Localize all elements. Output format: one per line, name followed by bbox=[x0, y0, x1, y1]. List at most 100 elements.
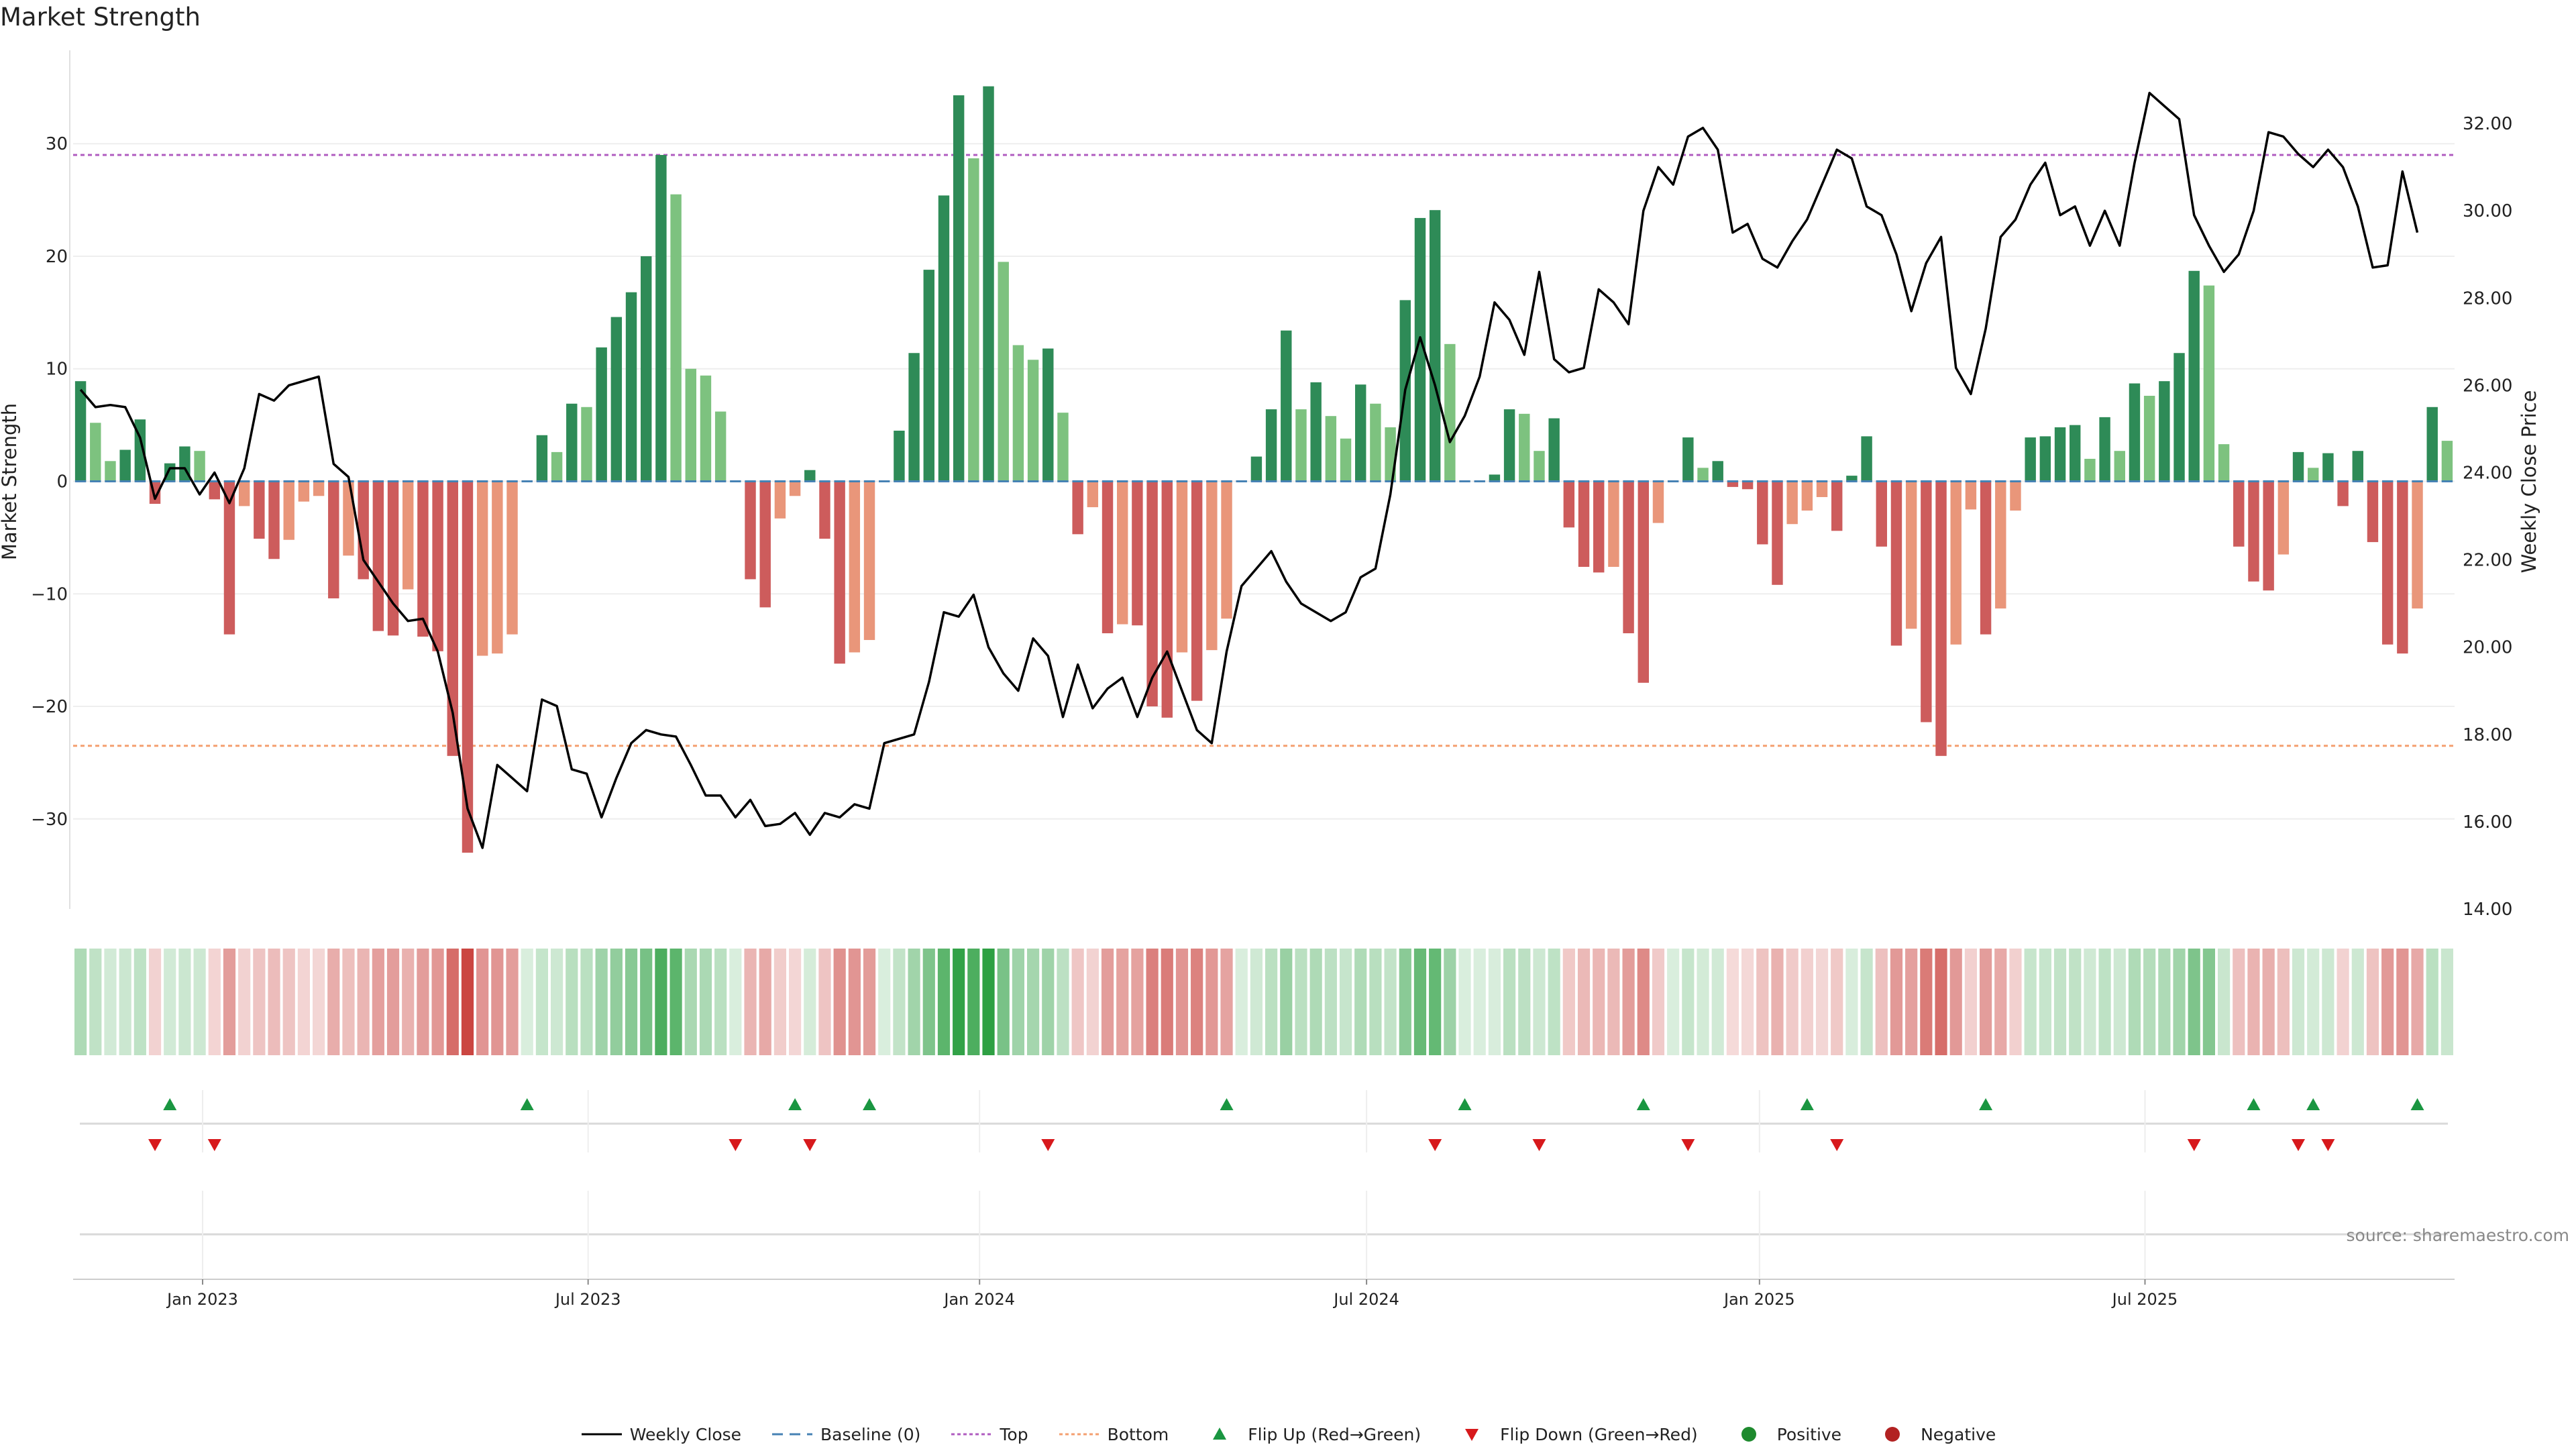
heat-cell bbox=[89, 949, 102, 1055]
heat-cell bbox=[2202, 949, 2216, 1055]
strength-bar bbox=[223, 481, 235, 635]
strength-bar bbox=[700, 375, 712, 482]
heat-cell bbox=[1354, 949, 1367, 1055]
heat-cell bbox=[1012, 949, 1025, 1055]
heat-cell bbox=[1399, 949, 1411, 1055]
heat-cell bbox=[804, 949, 816, 1055]
heat-cell bbox=[2158, 949, 2171, 1055]
heat-cell bbox=[908, 949, 920, 1055]
heat-cell bbox=[1994, 949, 2007, 1055]
heat-cell bbox=[1146, 949, 1159, 1055]
heat-cell bbox=[1116, 949, 1129, 1055]
strength-bar bbox=[1890, 481, 1902, 646]
strength-bar bbox=[685, 368, 696, 482]
heat-cell bbox=[133, 949, 146, 1055]
heat-cell bbox=[386, 949, 400, 1055]
heat-cell bbox=[1756, 949, 1769, 1055]
strength-bar bbox=[372, 481, 384, 631]
strength-bar bbox=[2352, 451, 2363, 482]
weekly-close-line bbox=[79, 91, 2419, 849]
heat-cell bbox=[1250, 949, 1263, 1055]
heat-cell bbox=[1458, 949, 1471, 1055]
legend-swatch-bottom bbox=[1058, 1426, 1101, 1442]
strength-bar bbox=[2337, 481, 2349, 506]
y2-tick-label: 22.00 bbox=[2463, 551, 2512, 571]
strength-bar bbox=[1861, 436, 1872, 482]
strength-bar bbox=[849, 481, 861, 653]
strength-bar bbox=[387, 481, 399, 636]
heat-cell bbox=[714, 949, 727, 1055]
axes: −30 −20 −10 0 10 20 30 14.00 16.00 18.00 20.00 22.0… bbox=[0, 50, 2540, 920]
threshold-lines bbox=[73, 154, 2455, 747]
heat-cell bbox=[1667, 949, 1680, 1055]
legend-item-flip-up: Flip Up (Red→Green) bbox=[1198, 1425, 1421, 1444]
flip-up-marker bbox=[788, 1098, 802, 1110]
flip-up-marker bbox=[520, 1098, 534, 1110]
y-axis-label: Market Strength bbox=[0, 403, 21, 560]
strength-bar bbox=[2129, 383, 2141, 482]
heat-cell bbox=[729, 949, 742, 1055]
strength-bar bbox=[745, 481, 756, 580]
strength-bar bbox=[1935, 481, 1947, 756]
flip-up-marker bbox=[2410, 1098, 2424, 1110]
flip-up-marker bbox=[1458, 1098, 1472, 1110]
heat-cell bbox=[1205, 949, 1218, 1055]
strength-bar bbox=[1325, 416, 1337, 482]
heat-cell bbox=[2039, 949, 2051, 1055]
heat-cell bbox=[1548, 949, 1560, 1055]
heat-cell bbox=[684, 949, 697, 1055]
heat-cell bbox=[1235, 949, 1248, 1055]
strength-bar bbox=[194, 451, 205, 482]
heat-cell bbox=[1518, 949, 1531, 1055]
heat-cell bbox=[1295, 949, 1307, 1055]
strength-bar bbox=[1414, 217, 1426, 482]
y2-tick-label: 14.00 bbox=[2463, 900, 2512, 920]
x-tick-label: Jan 2025 bbox=[1723, 1290, 1795, 1309]
heat-cell bbox=[2024, 949, 2037, 1055]
legend-label: Top bbox=[1000, 1424, 1028, 1444]
legend-item-weekly-close: Weekly Close bbox=[580, 1425, 741, 1444]
strength-bar bbox=[834, 481, 845, 664]
strength-bar bbox=[2263, 481, 2274, 591]
strength-bar bbox=[134, 419, 146, 482]
strength-bar bbox=[804, 470, 816, 482]
strength-bar bbox=[238, 481, 250, 506]
heat-cell bbox=[2217, 949, 2231, 1055]
flip-up-marker bbox=[863, 1098, 877, 1110]
strength-bar bbox=[625, 292, 637, 482]
heat-cell bbox=[1920, 949, 1933, 1055]
strength-bar bbox=[1444, 343, 1456, 482]
heat-cell bbox=[104, 949, 117, 1055]
heat-cell bbox=[446, 949, 459, 1055]
flip-down-marker bbox=[1681, 1139, 1695, 1151]
heat-cell bbox=[2322, 949, 2334, 1055]
heat-cell bbox=[669, 949, 682, 1055]
heat-cell bbox=[788, 949, 802, 1055]
strength-bar bbox=[863, 481, 875, 641]
heat-cell bbox=[372, 949, 384, 1055]
heat-cell bbox=[2426, 949, 2438, 1055]
strength-bar bbox=[1578, 481, 1590, 567]
strength-bar bbox=[2397, 481, 2408, 654]
strength-bar bbox=[90, 423, 101, 482]
strength-bar bbox=[2084, 458, 2096, 482]
heat-cell bbox=[699, 949, 712, 1055]
flip-down-marker bbox=[207, 1139, 221, 1151]
heat-cell bbox=[1860, 949, 1873, 1055]
strength-bar bbox=[1638, 481, 1649, 683]
strength-bar bbox=[923, 270, 934, 482]
strength-bar bbox=[1772, 481, 1783, 585]
heat-cell bbox=[208, 949, 221, 1055]
legend-item-negative: Negative bbox=[1871, 1425, 1996, 1444]
strength-bar bbox=[1310, 382, 1322, 482]
strength-bar bbox=[1489, 474, 1501, 482]
heat-cell bbox=[1964, 949, 1978, 1055]
strength-bar bbox=[2322, 453, 2334, 482]
strength-bar bbox=[2426, 407, 2438, 482]
legend-label: Flip Down (Green→Red) bbox=[1500, 1424, 1698, 1444]
heat-cell bbox=[625, 949, 638, 1055]
y-tick-label: 30 bbox=[46, 134, 68, 154]
heat-cell bbox=[357, 949, 370, 1055]
heat-cell bbox=[863, 949, 876, 1055]
heat-cell bbox=[2247, 949, 2260, 1055]
